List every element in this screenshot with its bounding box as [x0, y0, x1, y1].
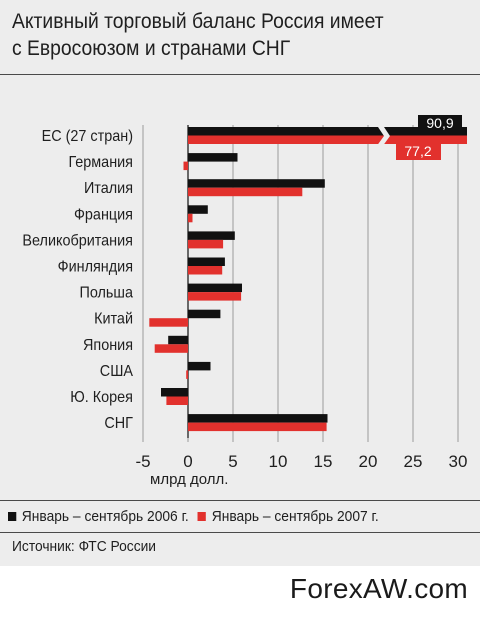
category-label: ЕС (27 стран) — [42, 127, 133, 145]
bar — [188, 257, 225, 266]
bar — [188, 135, 467, 144]
chart-title: Активный торговый баланс Россия имеет с … — [12, 10, 384, 60]
category-label: Ю. Корея — [70, 388, 133, 406]
annotations: 90,9 77,2 — [376, 115, 462, 160]
data-label-box-2006 — [418, 115, 462, 132]
legend: Январь – сентябрь 2006 г. Январь – сентя… — [8, 505, 388, 527]
x-tick-label: 15 — [314, 452, 333, 471]
bar — [186, 370, 188, 379]
category-label: Германия — [68, 153, 133, 171]
bar-chart: ЕС (27 стран) Германия Италия Франция Велико… — [22, 115, 467, 488]
legend-swatch-2006 — [8, 511, 17, 521]
gridlines — [142, 125, 459, 442]
bar — [188, 205, 208, 214]
bars — [149, 127, 467, 432]
axis-break-mark — [376, 124, 390, 147]
x-tick-label: 30 — [449, 452, 468, 471]
category-label: Польша — [79, 284, 133, 302]
x-tick-label: 20 — [359, 452, 378, 471]
bar — [188, 153, 238, 162]
watermark: ForexAW.com — [289, 573, 468, 604]
bar — [188, 292, 242, 301]
legend-item-2006: Январь – сентябрь 2006 г. — [8, 508, 189, 525]
x-axis-label: млрд долл. — [150, 471, 228, 488]
bar — [188, 239, 224, 249]
category-label: Великобритания — [22, 232, 133, 250]
bar — [188, 213, 193, 223]
legend-label-2007: Январь – сентябрь 2007 г. — [211, 507, 379, 525]
category-label: Финляндия — [58, 258, 133, 276]
x-tick-label: 5 — [228, 452, 237, 471]
category-labels: ЕС (27 стран) Германия Италия Франция Велико… — [22, 127, 133, 432]
bar — [188, 422, 327, 432]
legend-item-2007: Январь – сентябрь 2007 г. — [197, 507, 379, 525]
legend-divider — [0, 500, 480, 501]
bar — [149, 318, 188, 327]
bar — [188, 309, 221, 319]
legend-swatch-2007 — [197, 511, 207, 521]
bar — [154, 344, 188, 353]
x-tick-label: 0 — [183, 452, 192, 471]
bar — [166, 396, 188, 405]
bar — [188, 266, 223, 275]
bar — [161, 388, 188, 397]
bar — [188, 127, 467, 136]
data-label-2007: 77,2 — [404, 143, 431, 159]
category-label: СНГ — [104, 414, 133, 432]
category-label: Италия — [84, 180, 133, 198]
bar — [168, 335, 188, 345]
bar — [188, 231, 235, 240]
bar — [183, 161, 188, 171]
x-tick-label: -5 — [135, 452, 150, 471]
category-label: Франция — [74, 206, 133, 224]
bar — [188, 187, 303, 197]
bar — [188, 361, 211, 371]
category-label: США — [100, 362, 134, 380]
data-label-2006: 90,9 — [426, 115, 453, 131]
data-label-box-2007 — [396, 144, 441, 160]
bar — [188, 179, 325, 188]
x-tick-label: 25 — [404, 452, 423, 471]
x-tick-label: 10 — [269, 452, 288, 471]
title-divider — [0, 74, 480, 75]
x-tick-labels: -5 0 5 10 15 20 25 30 — [135, 452, 467, 471]
source-divider — [0, 532, 480, 533]
category-label: Китай — [94, 310, 133, 328]
bar — [188, 283, 242, 293]
chart-panel — [0, 0, 480, 566]
bar — [188, 414, 328, 423]
legend-label-2006: Январь – сентябрь 2006 г. — [21, 507, 189, 525]
source-note: Источник: ФТС России — [12, 538, 157, 555]
category-label: Япония — [83, 336, 133, 354]
